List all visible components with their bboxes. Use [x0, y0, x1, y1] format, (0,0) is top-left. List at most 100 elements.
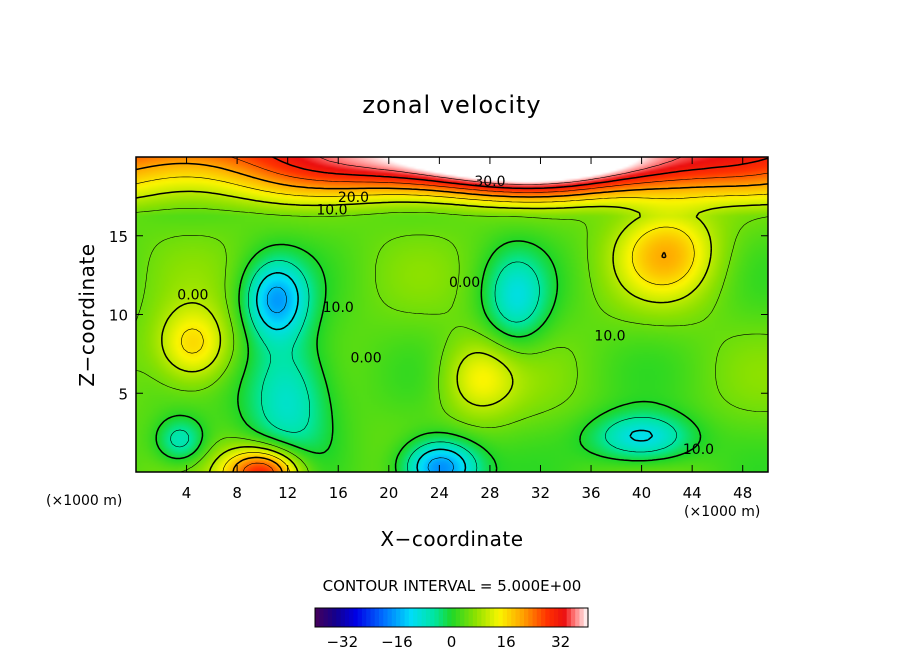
x-tick-label: 12	[278, 484, 297, 502]
colorbar-cell	[357, 608, 363, 627]
y-tick-label: 5	[118, 385, 128, 403]
contour-label: 10.0	[683, 442, 714, 458]
colorbar-cell	[344, 608, 350, 627]
colorbar-cell	[583, 608, 589, 627]
contour-interval-label: CONTOUR INTERVAL = 5.000E+00	[323, 577, 582, 595]
y-axis-unit: (×1000 m)	[46, 493, 122, 509]
colorbar-cell	[430, 608, 435, 627]
colorbar-cell	[434, 608, 440, 627]
colorbar-cell	[519, 608, 525, 627]
contour-line-neg5	[170, 260, 678, 472]
contour-line-30	[272, 157, 768, 190]
x-tick-label: 48	[733, 484, 752, 502]
colorbar-cell	[570, 608, 576, 627]
colorbar-cell	[327, 608, 333, 627]
colorbar-cell	[566, 608, 572, 627]
colorbar-cell	[408, 608, 414, 627]
colorbar-cell	[515, 608, 521, 627]
contour-label: 0.00	[449, 275, 480, 291]
colorbar-cell	[472, 608, 478, 627]
colorbar-cell	[524, 608, 529, 627]
contour-lines	[136, 157, 768, 472]
x-tick-label: 40	[632, 484, 651, 502]
colorbar-cell	[553, 608, 559, 627]
colorbar-cell	[477, 608, 482, 627]
colorbar-cell	[425, 608, 431, 627]
colorbar-cell	[485, 608, 491, 627]
colorbar-cell	[417, 608, 423, 627]
heatmap-field	[136, 157, 768, 472]
colorbar-cell	[438, 608, 444, 627]
colorbar-cell	[528, 608, 534, 627]
contour-label: 0.00	[350, 351, 381, 367]
colorbar-cell	[545, 608, 551, 627]
colorbar-tick-label: −16	[381, 633, 413, 651]
colorbar-cell	[413, 608, 418, 627]
colorbar-cell	[511, 608, 516, 627]
colorbar-cell	[447, 608, 452, 627]
colorbar-cell	[404, 608, 410, 627]
colorbar-cell	[336, 608, 342, 627]
colorbar-cell	[353, 608, 359, 627]
colorbar-cell	[366, 608, 371, 627]
x-tick-label: 36	[581, 484, 600, 502]
colorbar-ticks: −32 −16 0 16 32	[326, 633, 570, 651]
contour-line-5	[136, 208, 768, 472]
x-tick-label: 32	[531, 484, 550, 502]
contour-line-10	[136, 190, 768, 472]
contour-label: 30.0	[474, 174, 505, 190]
colorbar-tick-label: 32	[551, 633, 570, 651]
colorbar-tick-label: 16	[497, 633, 516, 651]
colorbar-cell	[451, 608, 457, 627]
contour-line-15	[136, 176, 768, 472]
contour-label: 0.00	[177, 288, 208, 304]
y-tick-label: 10	[109, 307, 128, 325]
contour-label: 10.0	[594, 329, 625, 345]
colorbar-tick-label: 0	[447, 633, 457, 651]
x-tick-label: 44	[683, 484, 702, 502]
y-axis-title: Z−coordinate	[75, 243, 99, 386]
colorbar-cell	[374, 608, 380, 627]
colorbar-cell	[383, 608, 389, 627]
x-tick-label: 8	[232, 484, 242, 502]
contour-line-neg10	[255, 272, 654, 472]
contour-label: 10.0	[316, 203, 347, 219]
colorbar-cell	[391, 608, 397, 627]
colorbar-cell	[396, 608, 401, 627]
colorbar-cell	[481, 608, 487, 627]
colorbar-cell	[400, 608, 406, 627]
colorbar-cell	[489, 608, 495, 627]
colorbar-cell	[361, 608, 367, 627]
colorbar-cell	[575, 608, 580, 627]
colorbar-cell	[340, 608, 346, 627]
colorbar-cell	[370, 608, 376, 627]
colorbar-cell	[468, 608, 474, 627]
contour-label: 10.0	[323, 300, 354, 316]
y-tick-label: 15	[109, 228, 128, 246]
colorbar-cell	[460, 608, 465, 627]
colorbar-cell	[579, 608, 585, 627]
colorbar-cell	[498, 608, 504, 627]
colorbar-cell	[332, 608, 337, 627]
colorbar-cell	[536, 608, 542, 627]
colorbar-cell	[541, 608, 546, 627]
colorbar-cell	[315, 608, 320, 627]
colorbar-cell	[494, 608, 499, 627]
x-axis-ticks: 4 8 12 16 20 24 28 32 36 40 44 48	[182, 157, 752, 502]
colorbar-cell	[442, 608, 448, 627]
colorbar-cell	[319, 608, 325, 627]
colorbar-cell	[455, 608, 461, 627]
x-tick-label: 24	[430, 484, 449, 502]
x-tick-label: 20	[379, 484, 398, 502]
colorbar-cell	[323, 608, 329, 627]
colorbar: −32 −16 0 16 32	[314, 607, 589, 651]
contour-line-20	[136, 162, 768, 472]
colorbar-cell	[349, 608, 354, 627]
x-tick-label: 16	[329, 484, 348, 502]
x-tick-label: 28	[480, 484, 499, 502]
contour-line-neg15	[266, 286, 454, 472]
y-axis-ticks: 5 10 15	[109, 228, 768, 403]
colorbar-frame	[314, 607, 589, 628]
